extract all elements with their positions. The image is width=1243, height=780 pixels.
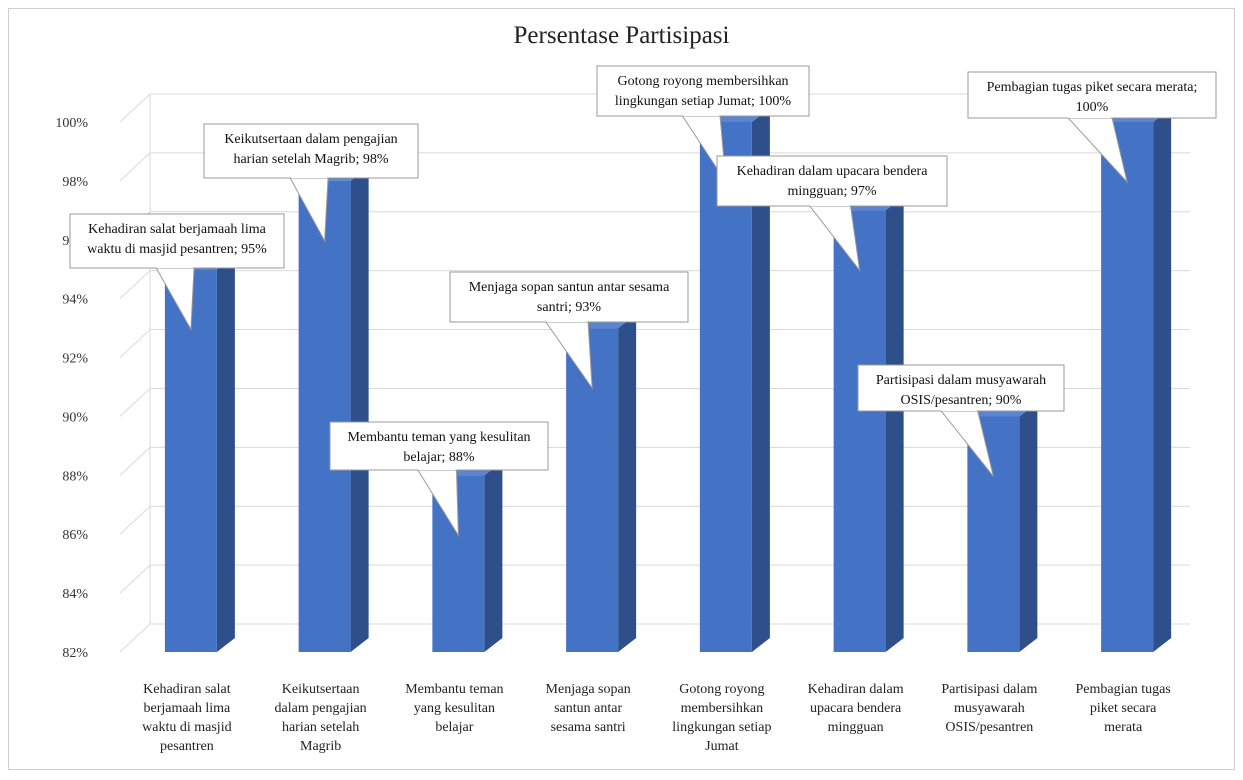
- y-tick-label: 90%: [62, 410, 88, 425]
- x-tick-label: membersihkan: [681, 701, 763, 716]
- x-tick-label: mingguan: [828, 720, 884, 735]
- gridline-edge: [119, 505, 151, 535]
- data-label: Partisipasi dalam musyawarah: [876, 373, 1046, 388]
- x-tick-label: belajar: [435, 720, 473, 735]
- gridline-edge: [119, 623, 151, 653]
- x-tick-label: piket secara: [1090, 701, 1157, 716]
- x-tick-label: Pembagian tugas: [1075, 682, 1170, 697]
- bar: [833, 210, 886, 653]
- y-tick-label: 84%: [62, 587, 88, 602]
- callout-box: [449, 271, 689, 323]
- bar: [967, 416, 1020, 652]
- data-label: santri; 93%: [537, 300, 601, 315]
- bar: [164, 269, 217, 652]
- bar: [1101, 122, 1154, 652]
- gridline-edge: [119, 329, 151, 358]
- data-label: lingkungan setiap Jumat; 100%: [615, 94, 791, 109]
- y-tick-label: 100%: [55, 116, 88, 131]
- callout-box: [596, 65, 810, 117]
- y-tick-label: 98%: [62, 175, 88, 190]
- bar-side: [1153, 108, 1172, 652]
- data-label: Gotong royong membersihkan: [617, 74, 788, 89]
- x-tick-label: dalam pengajian: [275, 701, 367, 716]
- bar-side: [484, 461, 503, 652]
- callout-box: [329, 421, 549, 471]
- chart-title: Persentase Partisipasi: [513, 22, 730, 49]
- x-tick-label: upacara bendera: [810, 701, 902, 716]
- y-tick-label: 92%: [62, 352, 88, 367]
- x-tick-label: Magrib: [300, 739, 341, 754]
- x-tick-label: Keikutsertaan: [282, 682, 360, 697]
- x-tick-label: harian setelah: [282, 720, 359, 735]
- data-label: 100%: [1076, 100, 1109, 115]
- bar-side: [618, 314, 637, 652]
- x-tick-label: OSIS/pesantren: [945, 720, 1033, 735]
- y-tick-label: 94%: [62, 293, 88, 308]
- data-label: OSIS/pesantren; 90%: [901, 393, 1022, 408]
- callout-box: [716, 155, 948, 207]
- y-tick-label: 88%: [62, 469, 88, 484]
- gridline-edge: [119, 152, 151, 182]
- bar: [298, 180, 351, 652]
- x-tick-label: Gotong royong: [679, 682, 764, 697]
- x-tick-label: Membantu teman: [405, 682, 503, 697]
- gridline-edge: [119, 388, 151, 417]
- data-label: belajar; 88%: [403, 450, 474, 465]
- bar-side: [216, 255, 235, 652]
- gridline-edge: [119, 446, 151, 476]
- data-label: mingguan; 97%: [787, 184, 876, 199]
- data-label: Keikutsertaan dalam pengajian: [224, 132, 397, 147]
- x-tick-label: lingkungan setiap: [672, 720, 771, 735]
- data-label: harian setelah Magrib; 98%: [233, 152, 388, 167]
- bar-side: [751, 108, 770, 652]
- data-label: Pembagian tugas piket secara merata;: [987, 80, 1198, 95]
- gridline-edge: [119, 93, 151, 123]
- x-tick-label: Partisipasi dalam: [941, 682, 1037, 697]
- data-label: Menjaga sopan santun antar sesama: [469, 280, 670, 295]
- data-label: Membantu teman yang kesulitan: [347, 430, 530, 445]
- gridline-edge: [119, 270, 151, 300]
- x-tick-label: Jumat: [705, 739, 739, 754]
- bar: [566, 328, 619, 652]
- x-tick-label: Kehadiran salat: [143, 682, 231, 697]
- y-tick-label: 86%: [62, 528, 88, 543]
- y-tick-label: 82%: [62, 646, 88, 661]
- callout-box: [857, 364, 1065, 412]
- x-tick-label: yang kesulitan: [414, 701, 495, 716]
- data-label: Kehadiran salat berjamaah lima: [88, 222, 266, 237]
- x-tick-label: waktu di masjid: [142, 720, 231, 735]
- x-tick-label: santun antar: [554, 701, 622, 716]
- data-label: waktu di masjid pesantren; 95%: [87, 242, 267, 257]
- callout-box: [203, 123, 419, 179]
- bar-side: [350, 166, 369, 652]
- x-tick-label: musyawarah: [954, 701, 1025, 716]
- bar-side: [885, 196, 904, 653]
- callout-box: [69, 213, 285, 269]
- gridline-edge: [119, 564, 151, 594]
- bar-side: [1019, 402, 1038, 652]
- x-tick-label: merata: [1104, 720, 1143, 735]
- data-label: Kehadiran dalam upacara bendera: [737, 164, 929, 179]
- x-tick-label: sesama santri: [551, 720, 626, 735]
- x-tick-label: pesantren: [160, 739, 214, 754]
- callout-box: [967, 71, 1217, 119]
- bar: [699, 122, 752, 652]
- x-tick-label: Kehadiran dalam: [808, 682, 904, 697]
- x-tick-label: Menjaga sopan: [546, 682, 631, 697]
- x-tick-label: berjamaah lima: [144, 701, 231, 716]
